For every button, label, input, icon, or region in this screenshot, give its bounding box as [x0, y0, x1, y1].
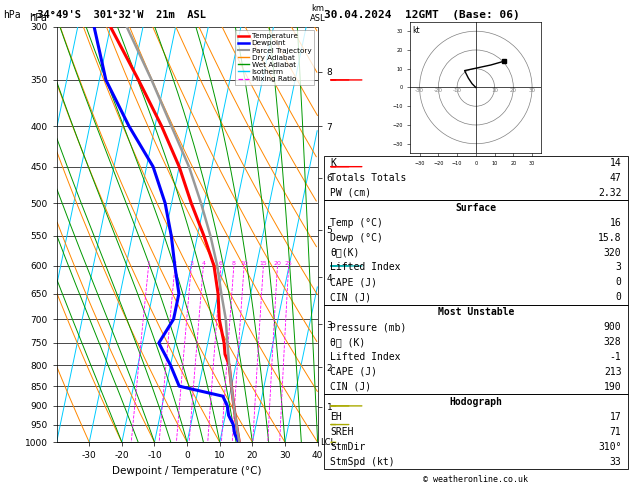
- Text: θᴇ (K): θᴇ (K): [330, 337, 365, 347]
- Legend: Temperature, Dewpoint, Parcel Trajectory, Dry Adiabat, Wet Adiabat, Isotherm, Mi: Temperature, Dewpoint, Parcel Trajectory…: [235, 30, 314, 85]
- Text: StmDir: StmDir: [330, 442, 365, 451]
- Text: 8: 8: [232, 261, 236, 266]
- Text: 1: 1: [147, 261, 150, 266]
- Text: -30: -30: [415, 88, 424, 93]
- Text: 17: 17: [610, 412, 621, 422]
- Text: Most Unstable: Most Unstable: [438, 307, 514, 317]
- Text: CAPE (J): CAPE (J): [330, 367, 377, 377]
- Text: km
ASL: km ASL: [310, 4, 325, 22]
- Text: 2: 2: [173, 261, 177, 266]
- Text: -1: -1: [610, 352, 621, 362]
- Text: Pressure (mb): Pressure (mb): [330, 322, 406, 332]
- Text: EH: EH: [330, 412, 342, 422]
- Text: 30.04.2024  12GMT  (Base: 06): 30.04.2024 12GMT (Base: 06): [324, 10, 520, 20]
- Text: Temp (°C): Temp (°C): [330, 218, 383, 228]
- Text: 190: 190: [604, 382, 621, 392]
- Text: Totals Totals: Totals Totals: [330, 173, 406, 183]
- Text: -20: -20: [434, 88, 443, 93]
- Text: hPa: hPa: [29, 13, 47, 22]
- Text: Hodograph: Hodograph: [449, 397, 503, 407]
- Text: CIN (J): CIN (J): [330, 292, 371, 302]
- Text: hPa: hPa: [3, 10, 21, 20]
- Text: 4: 4: [201, 261, 205, 266]
- Text: 30: 30: [528, 88, 535, 93]
- Text: K: K: [330, 158, 336, 168]
- Text: Surface: Surface: [455, 203, 496, 213]
- Text: 3: 3: [189, 261, 193, 266]
- Text: 310°: 310°: [598, 442, 621, 451]
- Text: 213: 213: [604, 367, 621, 377]
- Text: 15: 15: [260, 261, 267, 266]
- Text: 2.32: 2.32: [598, 188, 621, 198]
- Text: 328: 328: [604, 337, 621, 347]
- Text: 20: 20: [274, 261, 281, 266]
- Text: 14: 14: [610, 158, 621, 168]
- Text: 900: 900: [604, 322, 621, 332]
- Text: 47: 47: [610, 173, 621, 183]
- Text: Lifted Index: Lifted Index: [330, 262, 401, 273]
- Text: 25: 25: [285, 261, 292, 266]
- Text: Dewp (°C): Dewp (°C): [330, 233, 383, 243]
- Text: 10: 10: [491, 88, 498, 93]
- Text: StmSpd (kt): StmSpd (kt): [330, 456, 395, 467]
- Text: θᴇ(K): θᴇ(K): [330, 247, 360, 258]
- Text: kt: kt: [412, 26, 420, 35]
- Text: CAPE (J): CAPE (J): [330, 278, 377, 287]
- Text: 0: 0: [616, 292, 621, 302]
- Text: -34°49'S  301°32'W  21m  ASL: -34°49'S 301°32'W 21m ASL: [31, 10, 206, 20]
- Text: 16: 16: [610, 218, 621, 228]
- Text: 20: 20: [510, 88, 517, 93]
- Text: © weatheronline.co.uk: © weatheronline.co.uk: [423, 474, 528, 484]
- Text: 10: 10: [240, 261, 248, 266]
- Text: CIN (J): CIN (J): [330, 382, 371, 392]
- Text: Lifted Index: Lifted Index: [330, 352, 401, 362]
- Text: 6: 6: [219, 261, 223, 266]
- Text: LCL: LCL: [320, 438, 335, 447]
- Text: 3: 3: [616, 262, 621, 273]
- Text: 71: 71: [610, 427, 621, 437]
- X-axis label: Dewpoint / Temperature (°C): Dewpoint / Temperature (°C): [113, 466, 262, 476]
- Text: -10: -10: [453, 88, 462, 93]
- Text: 0: 0: [616, 278, 621, 287]
- Text: 15.8: 15.8: [598, 233, 621, 243]
- Text: PW (cm): PW (cm): [330, 188, 371, 198]
- Text: 320: 320: [604, 247, 621, 258]
- Text: 33: 33: [610, 456, 621, 467]
- Text: SREH: SREH: [330, 427, 353, 437]
